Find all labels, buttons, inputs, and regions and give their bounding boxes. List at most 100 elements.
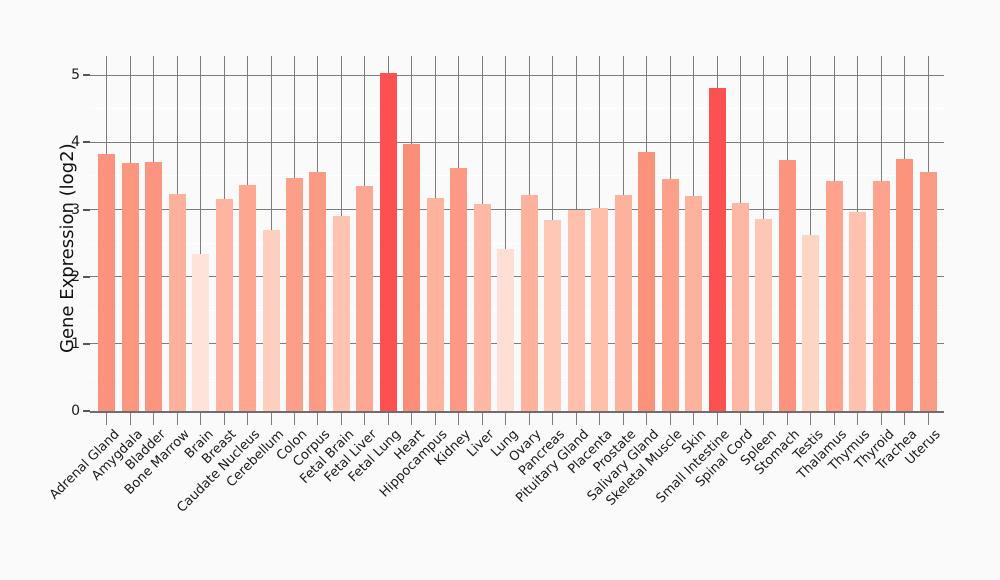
x-tick-mark-trachea [904, 413, 906, 425]
bar-thalamus [825, 181, 843, 411]
bar-prostate [614, 195, 632, 411]
x-tick-mark-salivary-gland [646, 413, 648, 425]
bar-breast [215, 199, 233, 411]
y-tick-mark-2 [83, 275, 90, 278]
bar-bone-marrow [168, 194, 186, 411]
gridline-major-4 [90, 141, 944, 143]
x-tick-mark-placenta [599, 413, 601, 425]
x-tick-mark-kidney [458, 413, 460, 425]
bar-spleen [755, 219, 773, 411]
x-tick-mark-bladder [153, 413, 155, 425]
gridline-vertical-lung [505, 56, 507, 411]
bar-adrenal-gland [98, 154, 116, 411]
bar-fetal-brain [332, 216, 350, 411]
y-tick-mark-0 [83, 410, 90, 412]
bar-pancreas [544, 220, 562, 411]
y-tick-label-3: 3 [71, 201, 80, 218]
x-tick-mark-amygdala [129, 413, 131, 425]
bar-bladder [145, 162, 163, 411]
gridline-major-3 [90, 209, 944, 211]
bar-salivary-gland [638, 152, 656, 411]
bar-small-intestine [708, 88, 726, 411]
x-tick-mark-skeletal-muscle [669, 413, 671, 425]
bar-caudate-nucleus [239, 185, 257, 411]
x-tick-mark-uterus [927, 413, 929, 425]
y-axis-title: Gene Expression (log2) [57, 143, 78, 353]
bar-uterus [919, 172, 937, 411]
x-tick-mark-testis [810, 413, 812, 425]
gridline-minor-2.5 [90, 242, 944, 244]
gridline-minor-0.5 [90, 376, 944, 378]
bar-fetal-liver [356, 186, 374, 411]
x-tick-mark-liver [481, 413, 483, 425]
gridline-major-1 [90, 343, 944, 345]
bar-thyroid [872, 181, 890, 411]
bar-ovary [520, 195, 538, 411]
x-tick-mark-spinal-cord [739, 413, 741, 425]
y-tick-mark-4 [83, 141, 90, 144]
y-tick-label-0: 0 [71, 403, 80, 419]
bar-lung [497, 249, 515, 411]
x-tick-mark-brain [200, 413, 202, 425]
x-tick-mark-skin [693, 413, 695, 425]
x-tick-mark-pituitary-gland [575, 413, 577, 425]
y-tick-mark-5 [83, 74, 90, 77]
x-tick-mark-fetal-lung [387, 413, 389, 425]
x-tick-mark-fetal-liver [364, 413, 366, 425]
bar-hippocampus [426, 198, 444, 411]
x-tick-mark-lung [505, 413, 507, 425]
x-tick-mark-corpus [317, 413, 319, 425]
x-tick-mark-thalamus [833, 413, 835, 425]
bar-testis [802, 235, 820, 411]
x-tick-mark-stomach [786, 413, 788, 425]
x-tick-mark-prostate [622, 413, 624, 425]
gridline-minor-3.5 [90, 175, 944, 177]
x-tick-mark-caudate-nucleus [247, 413, 249, 425]
x-tick-mark-small-intestine [716, 413, 718, 425]
gridline-major-2 [90, 276, 944, 278]
gridline-vertical-testis [810, 56, 812, 411]
bar-fetal-lung [379, 73, 397, 411]
bar-amygdala [121, 163, 139, 411]
plot-area [90, 56, 944, 413]
x-tick-mark-adrenal-gland [106, 413, 108, 425]
bar-colon [285, 178, 303, 411]
gridline-minor-1.5 [90, 309, 944, 311]
x-tick-mark-spleen [763, 413, 765, 425]
x-tick-mark-breast [223, 413, 225, 425]
bar-skeletal-muscle [661, 179, 679, 411]
bar-heart [403, 144, 421, 411]
bar-kidney [450, 168, 468, 411]
x-tick-mark-cerebellum [270, 413, 272, 425]
y-tick-label-1: 1 [71, 335, 80, 352]
bar-brain [192, 254, 210, 411]
x-tick-mark-thyroid [880, 413, 882, 425]
y-tick-label-4: 4 [71, 134, 80, 151]
y-tick-mark-1 [83, 342, 90, 345]
bar-thymus [849, 212, 867, 411]
x-tick-mark-hippocampus [434, 413, 436, 425]
bar-placenta [591, 208, 609, 411]
y-tick-label-2: 2 [71, 268, 80, 285]
x-tick-mark-ovary [528, 413, 530, 425]
bar-spinal-cord [731, 203, 749, 411]
x-tick-mark-colon [293, 413, 295, 425]
gridline-vertical-brain [200, 56, 202, 411]
bar-stomach [778, 160, 796, 411]
bar-corpus [309, 172, 327, 411]
gridline-minor-4.5 [90, 108, 944, 110]
y-tick-label-5: 5 [71, 67, 80, 84]
x-tick-mark-bone-marrow [176, 413, 178, 425]
x-tick-mark-fetal-brain [340, 413, 342, 425]
bar-cerebellum [262, 230, 280, 411]
x-tick-mark-pancreas [552, 413, 554, 425]
y-tick-mark-3 [83, 208, 90, 211]
bar-liver [473, 204, 491, 411]
bar-trachea [896, 159, 914, 411]
x-tick-mark-thymus [857, 413, 859, 425]
x-tick-mark-heart [411, 413, 413, 425]
bar-pituitary-gland [567, 210, 585, 411]
gridline-major-5 [90, 74, 944, 76]
bar-skin [685, 196, 703, 411]
